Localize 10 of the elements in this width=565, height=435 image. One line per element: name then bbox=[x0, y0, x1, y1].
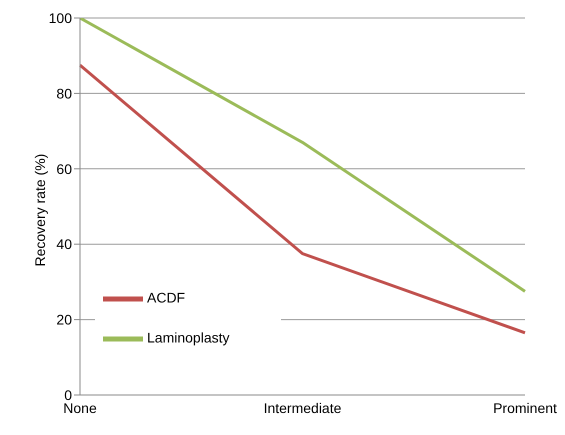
y-tick-label: 100 bbox=[48, 10, 72, 26]
y-tick-label: 60 bbox=[56, 160, 72, 177]
y-tick-label: 80 bbox=[56, 85, 72, 102]
x-tick-label: Prominent bbox=[493, 400, 558, 416]
y-tick-label: 40 bbox=[56, 236, 72, 252]
x-tick-label: Intermediate bbox=[264, 400, 342, 416]
y-tick-label: 20 bbox=[56, 312, 72, 328]
y-axis-title: Recovery rate (%) bbox=[32, 154, 48, 266]
legend-label: ACDF bbox=[147, 290, 186, 306]
legend-label: Laminoplasty bbox=[147, 330, 230, 346]
